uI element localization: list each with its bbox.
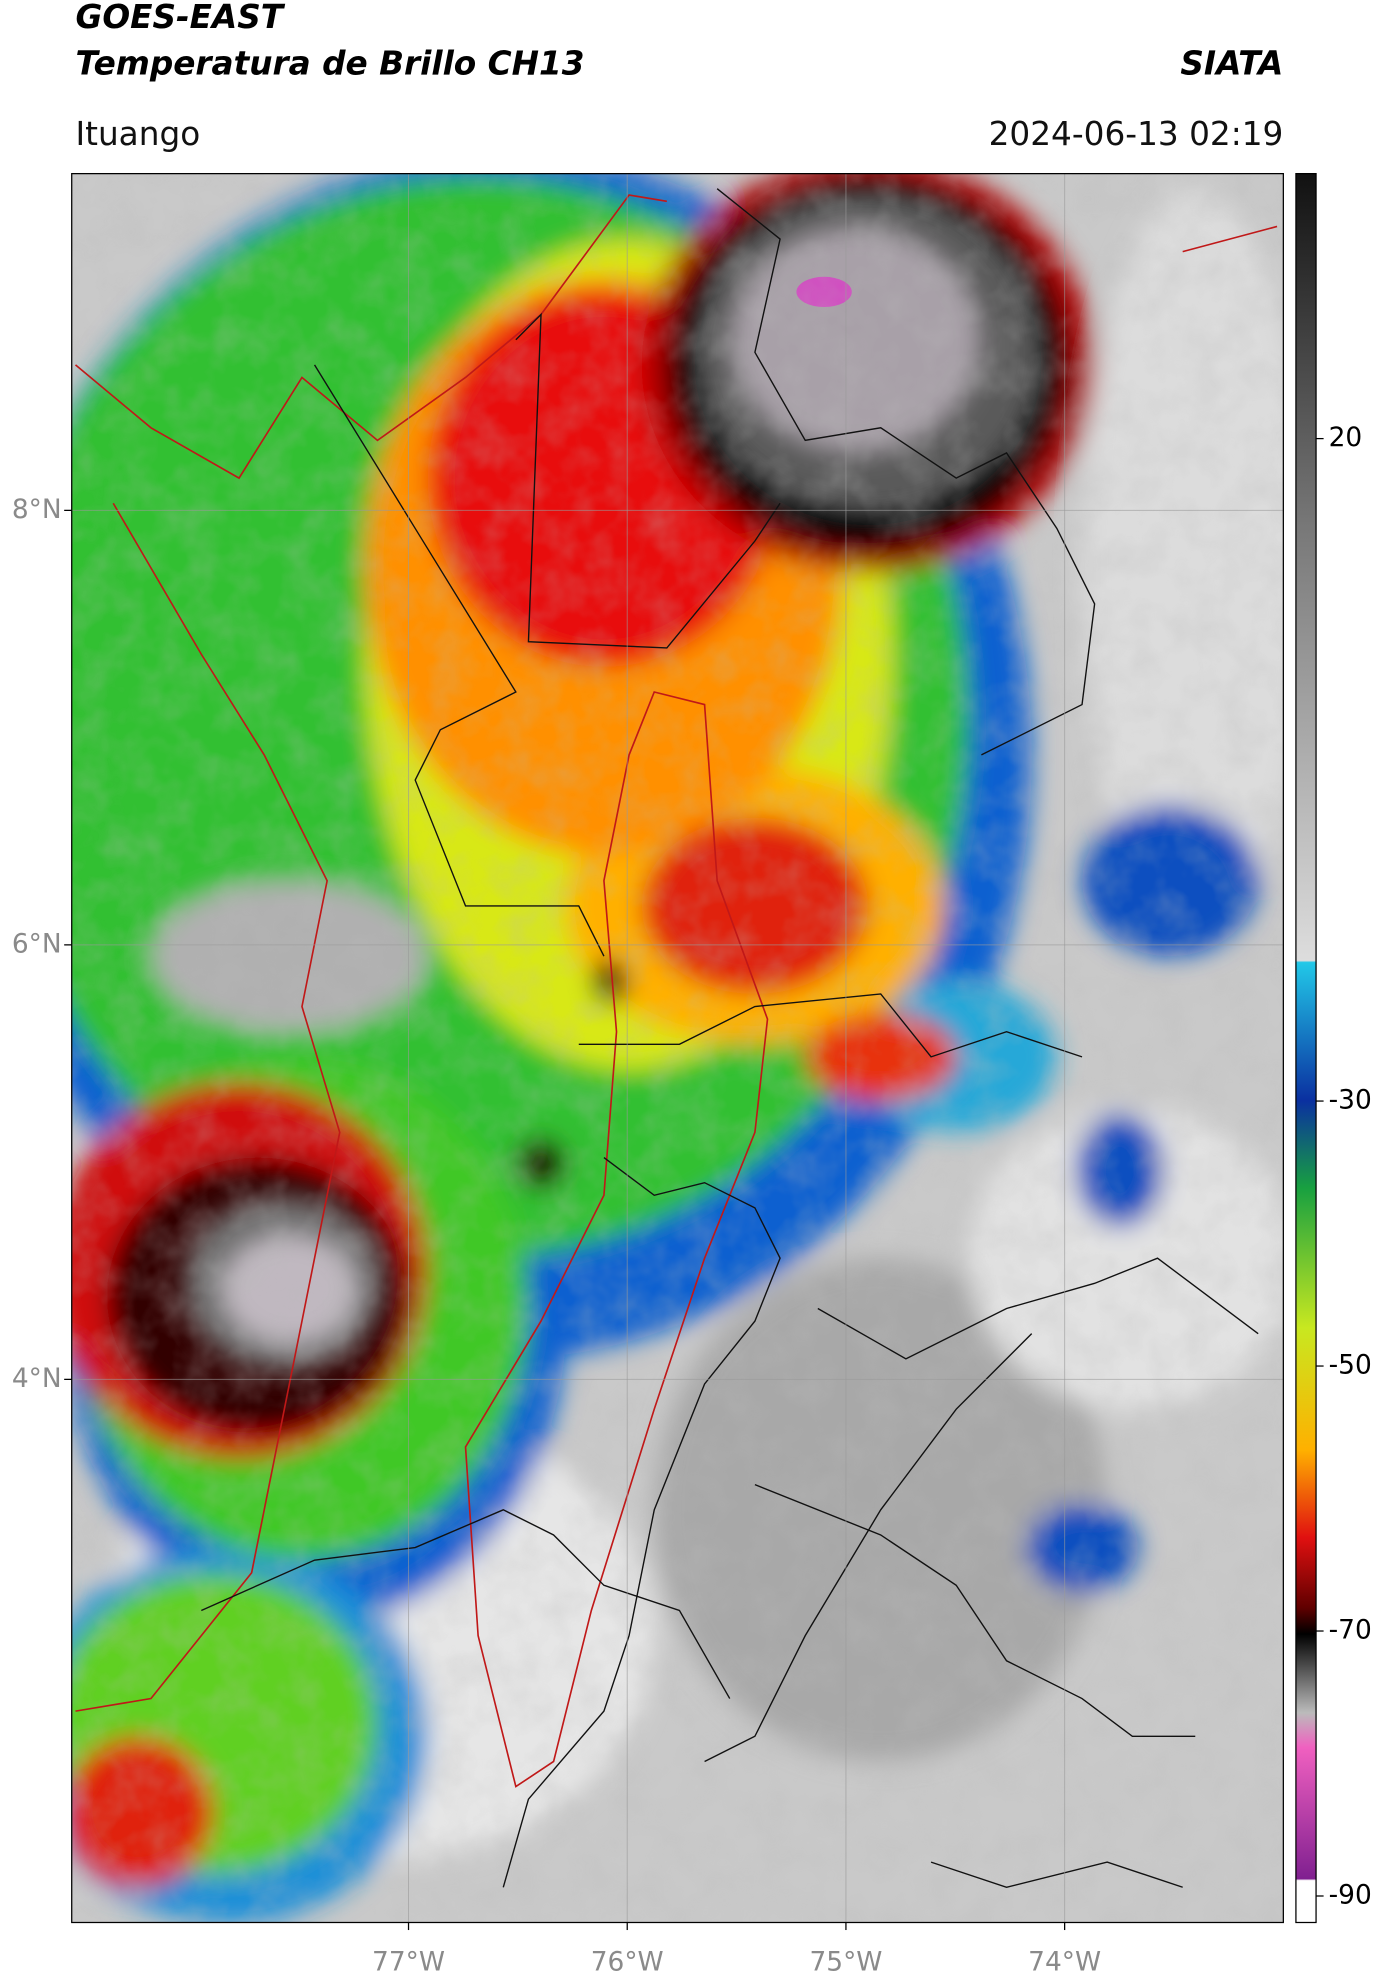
datetime-label: 2024-06-13 02:19 (989, 115, 1284, 153)
colorbar (1295, 172, 1317, 1924)
satellite-image (71, 173, 1284, 1923)
graticule (71, 173, 1284, 1923)
map-frame (71, 172, 1284, 1924)
lat-label: 6°N (12, 928, 62, 959)
lon-label: 74°W (1028, 1946, 1101, 1977)
colorbar-label: -70 (1329, 1615, 1372, 1646)
lon-label: 76°W (591, 1946, 664, 1977)
location-label: Ituango (75, 115, 200, 153)
lon-label: 75°W (809, 1946, 882, 1977)
product-title: Temperatura de Brillo CH13 (75, 44, 584, 82)
lon-label: 77°W (372, 1946, 445, 1977)
colorbar-label: -90 (1329, 1879, 1372, 1910)
lat-label: 4°N (12, 1363, 62, 1394)
satellite-title: GOES-EAST (75, 0, 285, 36)
colorbar-label: -30 (1329, 1085, 1372, 1116)
source-label: SIATA (1180, 44, 1283, 82)
lat-label: 8°N (12, 494, 62, 525)
colorbar-label: -50 (1329, 1350, 1372, 1381)
colorbar-label: 20 (1329, 422, 1363, 453)
